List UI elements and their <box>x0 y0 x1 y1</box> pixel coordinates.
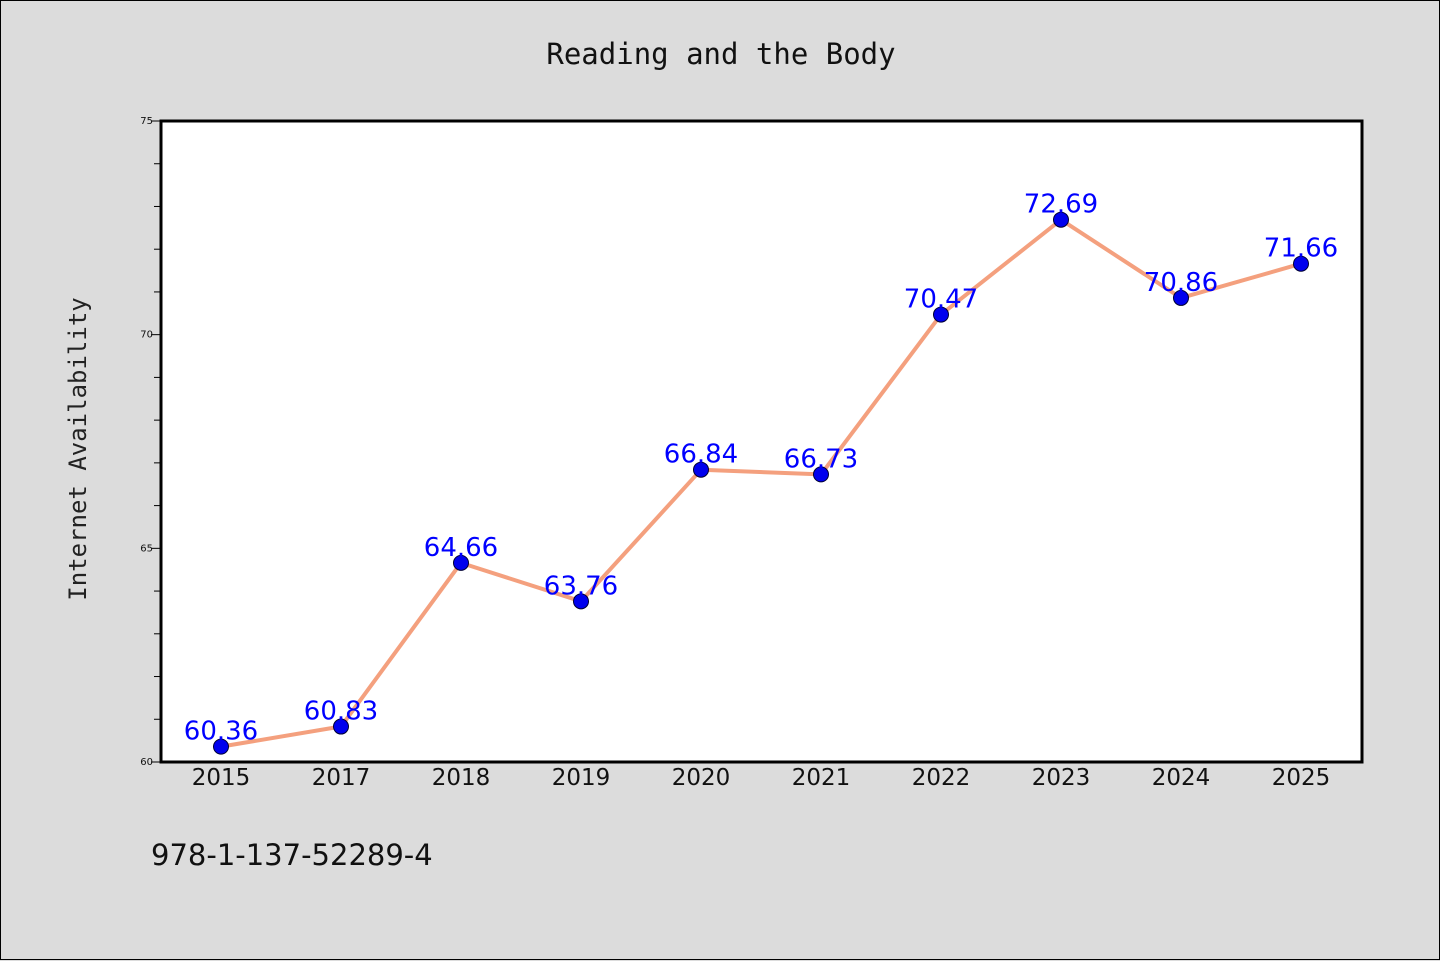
data-label: 60.36 <box>184 717 258 747</box>
data-point <box>1173 289 1189 306</box>
data-point <box>933 306 949 323</box>
x-tick-label: 2018 <box>432 765 491 791</box>
x-tick-label: 2024 <box>1152 765 1211 791</box>
y-tick-label: 65 <box>140 543 153 554</box>
x-tick-label: 2019 <box>552 765 611 791</box>
data-point <box>333 718 349 735</box>
data-point <box>1053 211 1069 228</box>
x-tick-label: 2025 <box>1272 765 1331 791</box>
plot-area <box>159 119 1364 764</box>
y-tick-label: 70 <box>140 330 153 341</box>
x-tick-label: 2021 <box>792 765 851 791</box>
data-point <box>213 738 229 755</box>
data-point <box>573 593 589 610</box>
y-tick-label: 75 <box>140 116 153 127</box>
x-tick-label: 2023 <box>1032 765 1091 791</box>
series-line <box>219 217 1303 749</box>
data-point <box>1293 255 1309 272</box>
y-axis-label: Internet Availability <box>64 297 92 600</box>
x-tick-label: 2015 <box>192 765 251 791</box>
data-label: 66.73 <box>784 444 858 474</box>
isbn-text: 978-1-137-52289-4 <box>151 838 433 872</box>
x-tick-label: 2017 <box>312 765 371 791</box>
data-label: 70.86 <box>1144 268 1218 298</box>
data-label: 63.76 <box>544 571 618 601</box>
data-labels: 60.36 60.83 64.66 63.76 66.84 66.73 70.47 72.69… <box>184 190 1338 747</box>
x-tick-label: 2022 <box>912 765 971 791</box>
data-point <box>693 461 709 478</box>
data-label: 60.83 <box>304 697 378 727</box>
data-label: 64.66 <box>424 533 498 563</box>
data-label: 70.47 <box>904 285 978 315</box>
data-label: 72.69 <box>1024 190 1098 220</box>
y-tick-label: 60 <box>140 757 153 768</box>
y-axis: 60 65 70 75 <box>140 116 161 768</box>
x-tick-label: 2020 <box>672 765 731 791</box>
data-label: 66.84 <box>664 440 738 470</box>
data-label: 71.66 <box>1264 234 1338 264</box>
data-point <box>453 554 469 571</box>
series-group <box>213 211 1309 755</box>
data-point <box>813 466 829 483</box>
chart-title: Reading and the Body <box>546 37 895 71</box>
x-axis: 2015 2017 2018 2019 2020 2021 2022 2023 2024 2025 <box>192 765 1331 791</box>
